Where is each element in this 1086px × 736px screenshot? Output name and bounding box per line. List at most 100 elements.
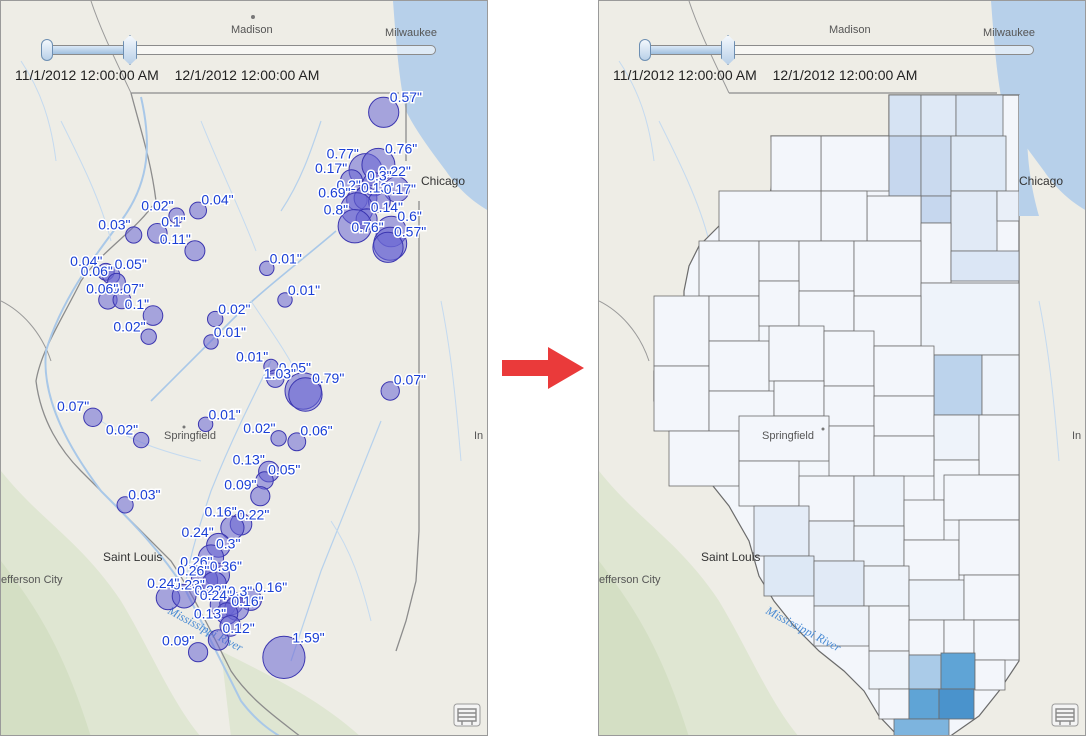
precipitation-point[interactable] — [219, 615, 242, 637]
county-polygon[interactable] — [943, 619, 975, 656]
county-choropleth-layer[interactable] — [653, 94, 1020, 736]
county-polygon[interactable] — [708, 340, 770, 392]
precipitation-point[interactable] — [83, 407, 103, 427]
time-slider[interactable] — [41, 35, 438, 65]
county-polygon[interactable] — [888, 94, 922, 137]
county-polygon[interactable] — [981, 354, 1020, 416]
precipitation-point[interactable] — [133, 431, 150, 449]
county-polygon[interactable] — [758, 280, 800, 327]
county-polygon[interactable] — [908, 654, 942, 690]
county-polygon[interactable] — [974, 659, 1006, 691]
county-polygon[interactable] — [823, 385, 875, 427]
precipitation-point[interactable] — [140, 328, 157, 345]
slider-start-handle[interactable] — [639, 39, 651, 61]
county-polygon[interactable] — [908, 579, 965, 621]
slider-end-handle[interactable] — [123, 35, 137, 65]
county-polygon[interactable] — [903, 539, 960, 581]
precipitation-point[interactable] — [207, 629, 230, 651]
county-polygon[interactable] — [878, 688, 910, 720]
county-polygon[interactable] — [920, 135, 952, 197]
county-polygon[interactable] — [798, 240, 855, 292]
precipitation-point[interactable] — [107, 272, 126, 292]
precipitation-point[interactable] — [287, 432, 307, 452]
precipitation-point[interactable] — [184, 240, 206, 262]
precipitation-point[interactable] — [383, 176, 410, 203]
county-polygon[interactable] — [820, 135, 890, 192]
precipitation-point[interactable] — [142, 305, 164, 326]
county-polygon[interactable] — [653, 365, 710, 432]
county-polygon[interactable] — [853, 240, 922, 297]
county-polygon[interactable] — [940, 652, 976, 690]
slider-track[interactable] — [641, 45, 1034, 55]
county-polygon[interactable] — [950, 135, 1007, 192]
county-polygon[interactable] — [763, 555, 815, 597]
map-panel-choropleth[interactable]: Chicago Madison Milwaukee Springfield Sa… — [598, 0, 1086, 736]
county-polygon[interactable] — [963, 574, 1020, 621]
precipitation-point[interactable] — [220, 515, 245, 540]
precipitation-point[interactable] — [189, 201, 208, 220]
county-polygon[interactable] — [853, 525, 905, 567]
county-polygon[interactable] — [973, 619, 1020, 661]
county-polygon[interactable] — [770, 135, 822, 192]
county-polygon[interactable] — [718, 190, 822, 242]
county-polygon[interactable] — [943, 474, 1020, 521]
county-polygon[interactable] — [768, 325, 825, 382]
county-polygon[interactable] — [798, 475, 855, 522]
precipitation-point[interactable] — [147, 223, 168, 244]
precipitation-point[interactable] — [188, 642, 209, 663]
county-polygon[interactable] — [813, 560, 865, 607]
county-polygon[interactable] — [828, 425, 875, 477]
precipitation-point[interactable] — [368, 96, 400, 128]
precipitation-point[interactable] — [266, 369, 285, 388]
county-polygon[interactable] — [908, 619, 945, 656]
county-polygon[interactable] — [863, 565, 910, 607]
county-polygon[interactable] — [920, 222, 952, 284]
county-polygon[interactable] — [738, 460, 800, 507]
county-polygon[interactable] — [808, 520, 855, 562]
county-polygon[interactable] — [920, 94, 957, 137]
county-polygon[interactable] — [866, 195, 922, 242]
county-polygon[interactable] — [950, 190, 998, 252]
slider-start-handle[interactable] — [41, 39, 53, 61]
county-polygon[interactable] — [873, 345, 935, 397]
county-polygon[interactable] — [933, 414, 980, 461]
county-polygon[interactable] — [933, 354, 983, 416]
county-polygon[interactable] — [820, 190, 868, 242]
precipitation-point[interactable] — [125, 226, 143, 244]
county-polygon[interactable] — [920, 282, 1020, 356]
county-polygon[interactable] — [868, 650, 910, 690]
county-polygon[interactable] — [698, 240, 760, 297]
county-polygon[interactable] — [708, 295, 760, 342]
slider-track[interactable] — [43, 45, 436, 55]
county-polygon[interactable] — [868, 605, 910, 652]
time-slider[interactable] — [639, 35, 1036, 65]
precipitation-point[interactable] — [168, 207, 185, 224]
county-polygon[interactable] — [853, 475, 905, 527]
precipitation-points-layer[interactable] — [83, 96, 410, 680]
county-polygon[interactable] — [955, 94, 1004, 137]
precipitation-point[interactable] — [277, 292, 293, 308]
county-polygon[interactable] — [903, 499, 945, 541]
county-polygon[interactable] — [888, 135, 922, 197]
county-polygon[interactable] — [908, 688, 940, 720]
precipitation-point[interactable] — [259, 260, 275, 276]
precipitation-point[interactable] — [337, 209, 372, 244]
county-polygon[interactable] — [653, 295, 710, 367]
county-polygon[interactable] — [950, 250, 1020, 282]
county-polygon[interactable] — [978, 414, 1020, 476]
precipitation-point[interactable] — [262, 635, 306, 680]
precipitation-point[interactable] — [116, 496, 134, 514]
legend-icon[interactable] — [1051, 703, 1079, 727]
county-polygon[interactable] — [753, 505, 810, 557]
slider-end-handle[interactable] — [721, 35, 735, 65]
precipitation-point[interactable] — [288, 377, 323, 412]
precipitation-point[interactable] — [270, 430, 287, 447]
county-polygon[interactable] — [996, 190, 1020, 222]
precipitation-point[interactable] — [171, 583, 197, 609]
county-polygon[interactable] — [773, 380, 825, 417]
county-polygon[interactable] — [920, 195, 952, 224]
county-polygon[interactable] — [958, 519, 1020, 576]
county-polygon[interactable] — [938, 688, 975, 720]
county-polygon[interactable] — [738, 415, 830, 462]
county-polygon[interactable] — [873, 435, 935, 477]
